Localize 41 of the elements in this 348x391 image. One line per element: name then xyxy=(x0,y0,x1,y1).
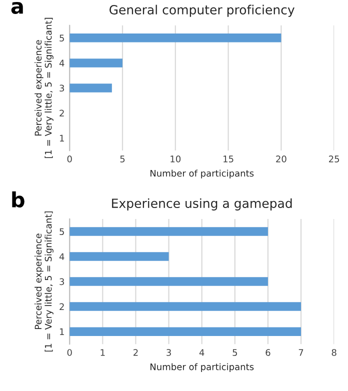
x-tick-label: 0 xyxy=(67,349,72,356)
x-tick-label: 6 xyxy=(266,349,270,356)
x-tick-label: 3 xyxy=(166,349,171,356)
x-tick-label: 5 xyxy=(120,156,125,162)
y-axis-title: Perceived experience [1 = Very little, 5 = Significant] xyxy=(34,211,54,352)
y-tick-label: 3 xyxy=(60,278,64,286)
x-tick-label: 0 xyxy=(67,156,72,162)
x-axis-title: Number of participants xyxy=(150,363,254,372)
bar xyxy=(70,227,268,236)
y-axis-title: Perceived experience [1 = Very little, 5 = Significant] xyxy=(34,18,54,158)
y-tick-label: 1 xyxy=(60,328,64,335)
x-tick-label: 4 xyxy=(199,349,204,356)
x-axis-title: Number of participants xyxy=(150,170,254,178)
x-tick-label: 5 xyxy=(232,349,237,356)
x-tick-label: 2 xyxy=(134,349,138,356)
x-tick-label: 7 xyxy=(298,349,304,356)
x-tick-label: 1 xyxy=(100,349,105,356)
x-tick-label: 25 xyxy=(329,156,340,162)
bar xyxy=(70,277,268,286)
x-tick-label: 15 xyxy=(224,156,234,162)
text: a xyxy=(11,2,23,14)
y-tick-label: 2 xyxy=(60,110,64,116)
x-tick-label: 20 xyxy=(276,156,286,162)
x-tick-label: 8 xyxy=(332,349,336,356)
x-tick-label: 10 xyxy=(170,156,181,162)
chart-title: General computer proficiency xyxy=(110,4,294,17)
y-tick-label: 5 xyxy=(60,34,64,42)
y-tick-label: 4 xyxy=(59,253,64,260)
y-tick-label: 4 xyxy=(59,60,64,66)
bar xyxy=(70,84,112,92)
text: b xyxy=(12,191,24,208)
y-tick-label: 3 xyxy=(60,84,64,92)
chart-title: Experience using a gamepad xyxy=(112,198,292,210)
y-tick-label: 1 xyxy=(60,134,64,142)
y-tick-label: 5 xyxy=(60,228,64,236)
bar xyxy=(70,302,302,311)
bar xyxy=(70,34,282,42)
bar xyxy=(70,327,302,336)
bar xyxy=(70,252,169,261)
bar xyxy=(70,58,122,68)
y-tick-label: 2 xyxy=(60,303,64,310)
